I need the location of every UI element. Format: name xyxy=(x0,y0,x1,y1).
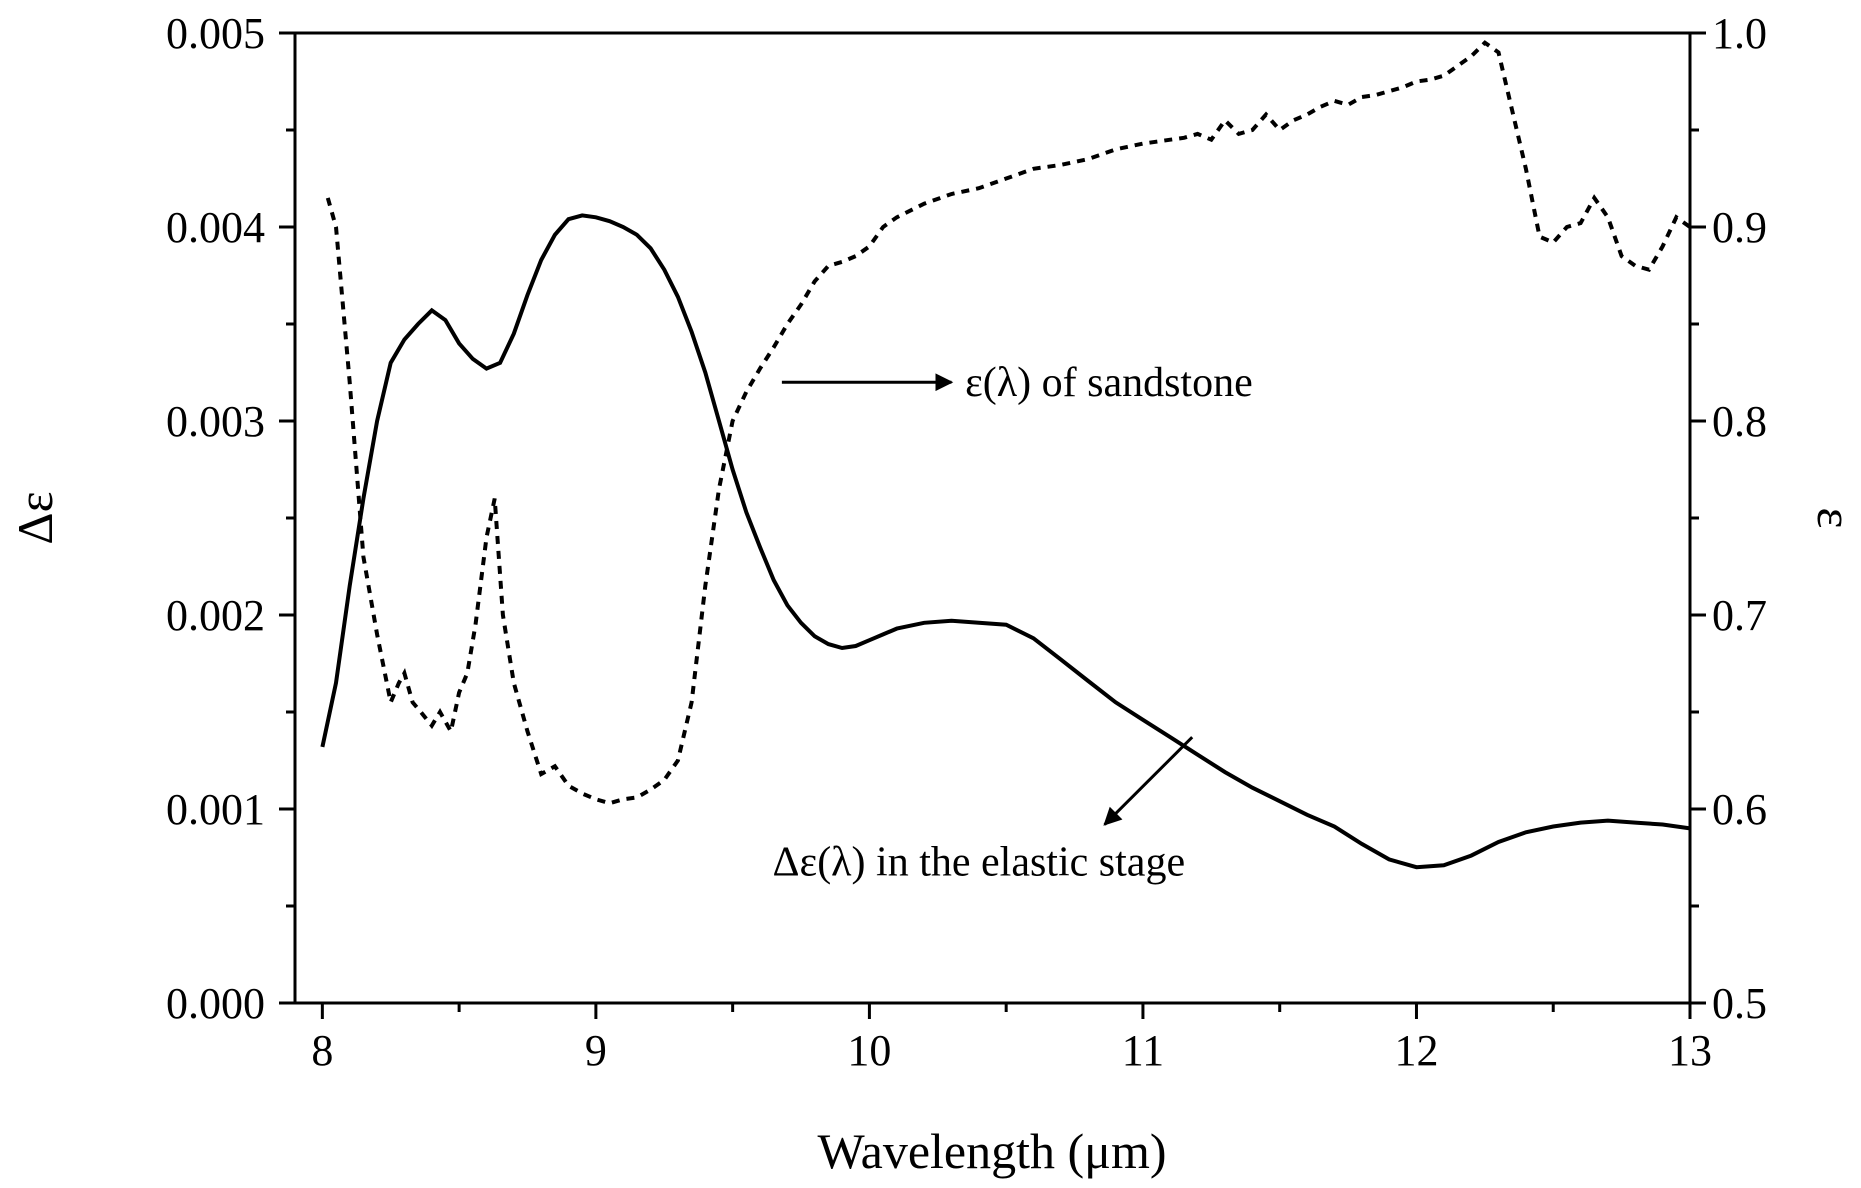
y-left-tick-label-1: 0.001 xyxy=(166,785,265,834)
x-tick-label-4: 12 xyxy=(1394,1026,1438,1075)
annotation-epsilon-label: ε(λ) of sandstone xyxy=(965,360,1253,406)
x-tick-label-3: 11 xyxy=(1122,1026,1164,1075)
x-tick-label-2: 10 xyxy=(847,1026,891,1075)
y-axis-right-title: ε xyxy=(1807,508,1861,529)
tick-labels: 8 9 10 11 12 13 0.000 0.001 0.002 0.003 0.004 0.005… xyxy=(166,9,1767,1075)
x-tick-label-0: 8 xyxy=(311,1026,333,1075)
y-axis-left-title: Δε xyxy=(7,491,63,544)
x-axis-title: Wavelength (μm) xyxy=(817,1123,1166,1179)
y-right-tick-label-3: 0.8 xyxy=(1712,397,1767,446)
y-right-tick-label-5: 1.0 xyxy=(1712,9,1767,58)
y-right-tick-label-0: 0.5 xyxy=(1712,979,1767,1028)
y-left-tick-label-0: 0.000 xyxy=(166,979,265,1028)
series-line-delta-epsilon xyxy=(320,213,1691,870)
x-tick-label-5: 13 xyxy=(1668,1026,1712,1075)
y-left-tick-label-2: 0.002 xyxy=(166,591,265,640)
y-right-tick-label-4: 0.9 xyxy=(1712,203,1767,252)
y-right-tick-label-2: 0.7 xyxy=(1712,591,1767,640)
y-right-tick-label-1: 0.6 xyxy=(1712,785,1767,834)
y-left-tick-label-3: 0.003 xyxy=(166,397,265,446)
series-line-epsilon-sandstone xyxy=(325,40,1692,806)
y-left-tick-label-5: 0.005 xyxy=(166,9,265,58)
annotation-delta-label: Δε(λ) in the elastic stage xyxy=(773,839,1186,885)
ticks xyxy=(279,31,1706,1019)
annotation-arrow-delta xyxy=(1103,736,1194,826)
x-tick-label-1: 9 xyxy=(585,1026,607,1075)
y-left-tick-label-4: 0.004 xyxy=(166,203,265,252)
